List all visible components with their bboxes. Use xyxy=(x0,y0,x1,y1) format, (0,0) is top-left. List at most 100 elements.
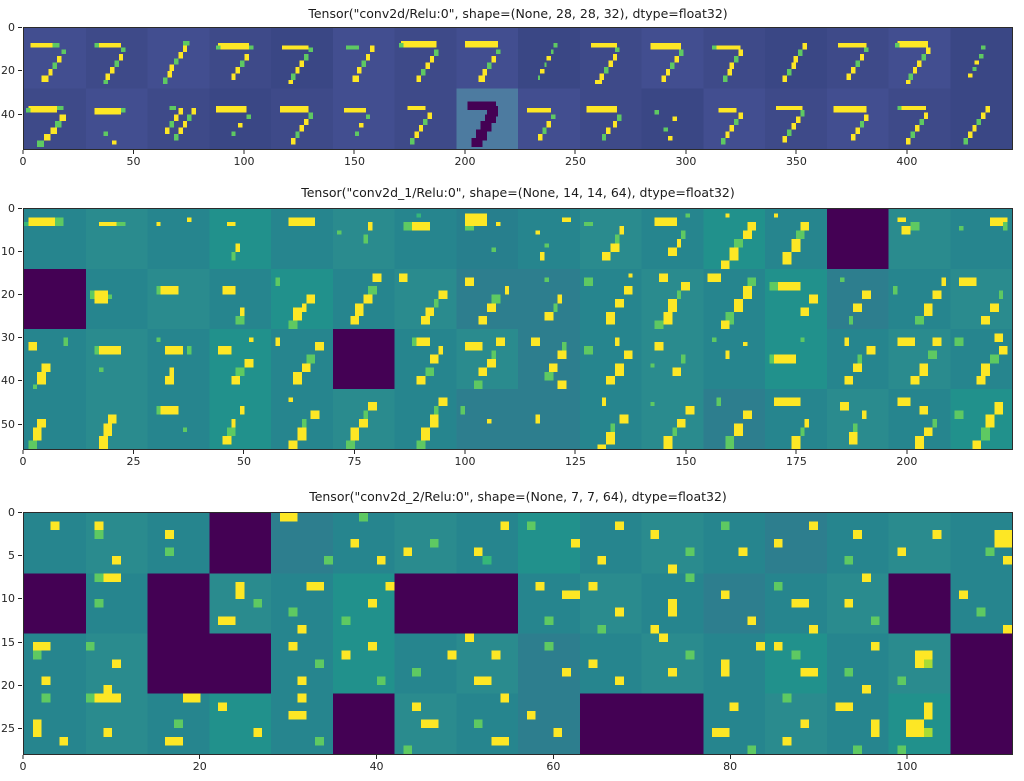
x-tick-label: 40 xyxy=(369,760,384,773)
y-axis: 0 20 40 xyxy=(0,21,22,150)
y-tick: 0 xyxy=(8,20,22,34)
y-tick-label: 40 xyxy=(1,108,15,122)
y-tick: 40 xyxy=(1,108,22,122)
x-tick: 100 xyxy=(896,755,917,773)
y-tick: 15 xyxy=(1,635,22,649)
feature-map-image xyxy=(24,28,1012,149)
x-tick: 150 xyxy=(344,150,365,168)
x-tick: 0 xyxy=(20,450,27,468)
y-tick-label: 0 xyxy=(8,201,15,215)
x-tick-label: 100 xyxy=(233,155,255,168)
x-tick-label: 25 xyxy=(126,455,141,468)
x-tick-label: 250 xyxy=(564,155,586,168)
x-axis: 0 20 40 60 80 100 xyxy=(20,755,1013,773)
x-axis: 0 50 100 150 200 250 300 350 400 xyxy=(20,150,1013,168)
tick-mark xyxy=(18,293,22,295)
x-tick-label: 100 xyxy=(454,455,476,468)
y-tick: 50 xyxy=(1,417,22,431)
x-tick-label: 50 xyxy=(126,155,141,168)
plot-area xyxy=(23,208,1013,450)
tick-mark xyxy=(132,150,134,154)
y-tick: 20 xyxy=(1,64,22,77)
x-tick-label: 75 xyxy=(347,455,362,468)
tick-mark xyxy=(574,150,576,154)
tick-mark xyxy=(18,26,22,28)
y-tick: 0 xyxy=(8,201,22,215)
tick-mark xyxy=(18,207,22,209)
y-tick: 20 xyxy=(1,679,22,693)
x-tick: 25 xyxy=(126,450,140,468)
tick-mark xyxy=(18,70,22,72)
tick-mark xyxy=(906,150,908,154)
tick-mark xyxy=(18,511,22,513)
tick-mark xyxy=(22,150,24,154)
tick-mark xyxy=(464,150,466,154)
tick-mark xyxy=(685,150,687,154)
x-tick: 200 xyxy=(454,150,475,168)
y-tick: 0 xyxy=(8,505,22,519)
tick-mark xyxy=(199,755,201,759)
x-tick-label: 100 xyxy=(896,760,918,773)
y-tick: 40 xyxy=(1,374,22,387)
y-tick: 20 xyxy=(1,288,22,301)
plot-area xyxy=(23,512,1013,755)
tick-mark xyxy=(795,450,797,454)
x-tick-label: 20 xyxy=(192,760,207,773)
tick-mark xyxy=(685,450,687,454)
y-tick-label: 25 xyxy=(1,722,15,736)
x-tick: 100 xyxy=(454,450,475,468)
y-tick: 25 xyxy=(1,722,22,736)
tick-mark xyxy=(18,598,22,600)
plot-area xyxy=(23,27,1013,150)
tick-mark xyxy=(376,755,378,759)
x-tick-label: 300 xyxy=(675,155,697,168)
x-tick-label: 50 xyxy=(236,455,251,468)
tick-mark xyxy=(353,450,355,454)
figure-title: Tensor("conv2d/Relu:0", shape=(None, 28,… xyxy=(308,6,728,21)
tick-mark xyxy=(18,337,22,339)
feature-map-image xyxy=(24,513,1012,754)
tick-mark xyxy=(243,450,245,454)
y-tick-label: 0 xyxy=(8,20,15,34)
tick-mark xyxy=(18,380,22,382)
y-tick-label: 5 xyxy=(8,548,15,562)
tick-mark xyxy=(464,450,466,454)
tick-mark xyxy=(18,114,22,116)
figure-title: Tensor("conv2d_1/Relu:0", shape=(None, 1… xyxy=(301,185,735,200)
x-tick: 40 xyxy=(370,755,384,773)
x-tick-label: 80 xyxy=(723,760,738,773)
y-tick-label: 50 xyxy=(1,417,15,431)
tick-mark xyxy=(18,554,22,556)
x-tick: 200 xyxy=(896,450,917,468)
x-tick-label: 400 xyxy=(896,155,918,168)
x-tick: 50 xyxy=(237,450,251,468)
y-axis: 0 10 20 30 40 50 xyxy=(0,202,22,450)
tick-mark xyxy=(353,150,355,154)
tick-mark xyxy=(18,250,22,252)
x-tick-label: 150 xyxy=(675,455,697,468)
x-axis: 0 25 50 75 100 125 150 175 200 xyxy=(20,450,1013,468)
y-tick-label: 20 xyxy=(1,679,15,693)
tick-mark xyxy=(906,450,908,454)
x-tick: 0 xyxy=(20,150,27,168)
x-tick: 150 xyxy=(675,450,696,468)
tick-mark xyxy=(18,685,22,687)
tick-mark xyxy=(243,150,245,154)
figure-title: Tensor("conv2d_2/Relu:0", shape=(None, 7… xyxy=(309,489,727,504)
y-tick-label: 15 xyxy=(1,635,15,649)
x-tick: 0 xyxy=(20,755,27,773)
y-tick-label: 0 xyxy=(8,505,15,519)
tick-mark xyxy=(18,641,22,643)
tick-mark xyxy=(795,150,797,154)
y-axis: 0 5 10 15 20 25 xyxy=(0,506,22,755)
y-tick-label: 10 xyxy=(1,592,15,606)
x-tick: 100 xyxy=(233,150,254,168)
x-tick-label: 200 xyxy=(896,455,918,468)
y-tick: 10 xyxy=(1,592,22,606)
x-tick: 20 xyxy=(193,755,207,773)
x-tick-label: 0 xyxy=(19,155,27,168)
tick-mark xyxy=(22,450,24,454)
tick-mark xyxy=(574,450,576,454)
x-tick: 400 xyxy=(896,150,917,168)
tick-mark xyxy=(18,423,22,425)
